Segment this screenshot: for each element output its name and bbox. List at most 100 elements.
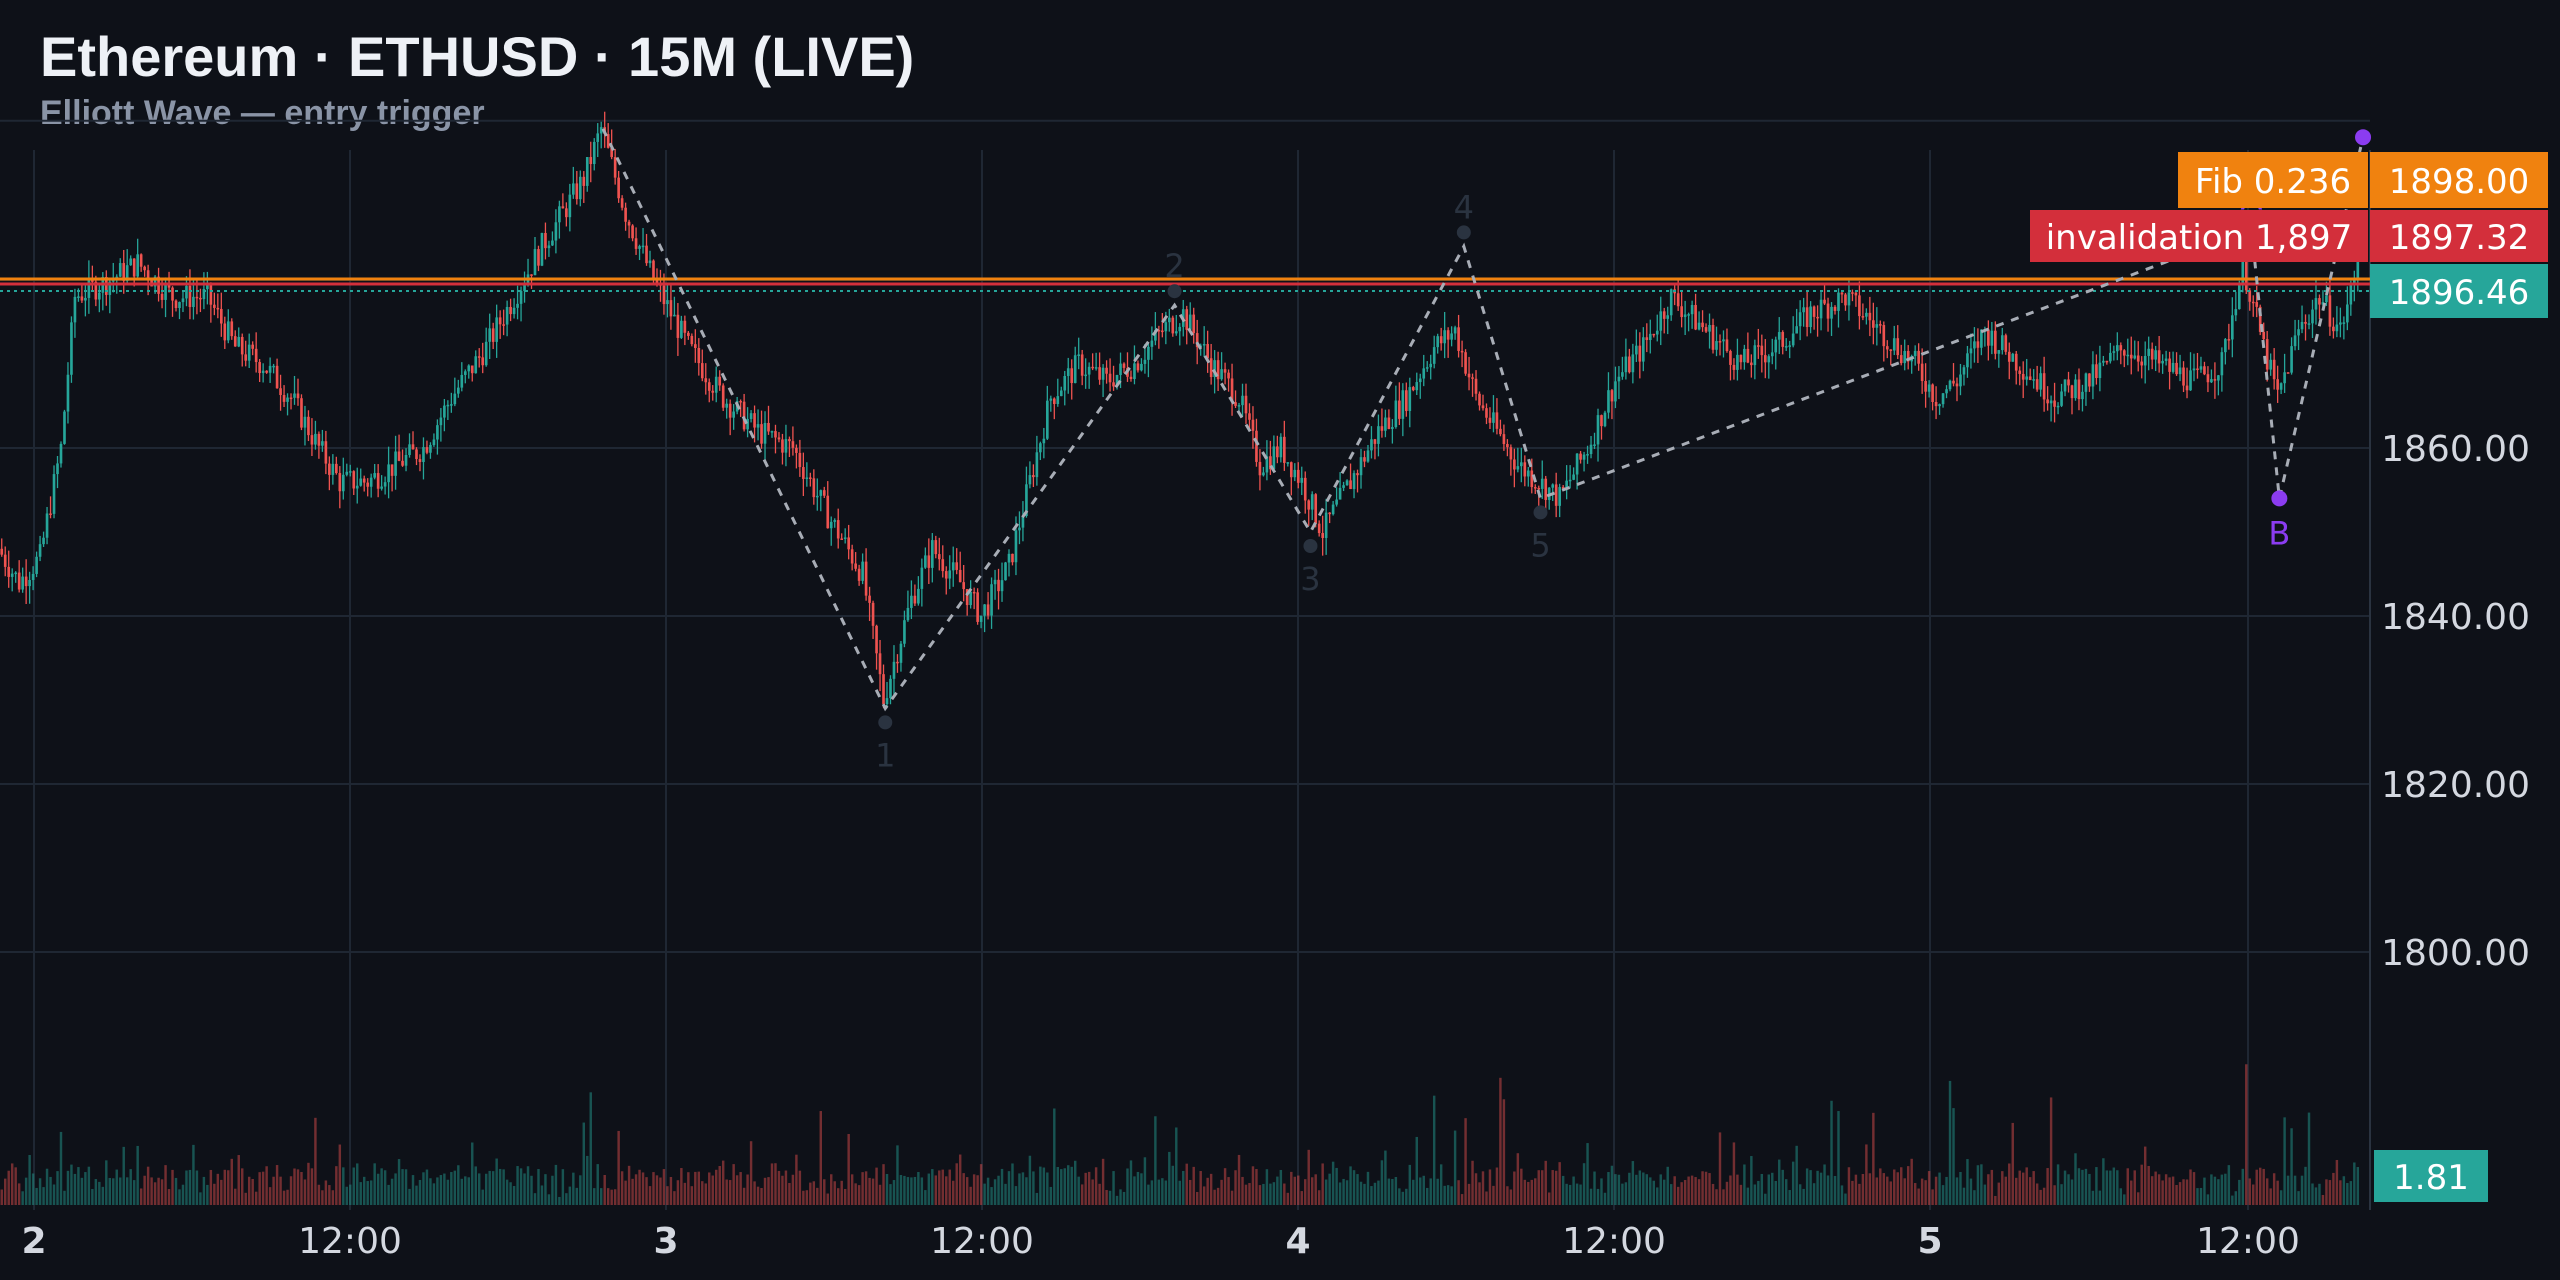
volume-bar [934, 1175, 938, 1205]
volume-bar [721, 1160, 725, 1205]
candle-down [216, 307, 220, 310]
candle-down [2136, 355, 2140, 362]
wave-point-marker [1303, 539, 1318, 553]
candle-up [1655, 330, 1659, 335]
wave-point-marker [878, 715, 893, 730]
candle-up [42, 537, 45, 545]
candle-up [345, 471, 349, 475]
candle-down [1781, 332, 1785, 347]
candle-down [1509, 447, 1513, 460]
candle-down [146, 270, 150, 281]
volume-bar [983, 1183, 986, 1205]
candle-up [77, 296, 80, 298]
candle-up [1084, 374, 1087, 377]
volume-bar [481, 1189, 484, 1205]
candle-down [2007, 351, 2011, 362]
volume-bar [429, 1178, 432, 1205]
candle-up [1798, 312, 1802, 327]
candle-down [565, 208, 568, 218]
volume-bar [491, 1171, 495, 1205]
volume-bar [1359, 1181, 1363, 1205]
candle-up [1669, 289, 1673, 316]
candle-down [1858, 295, 1861, 317]
volume-bar [976, 1175, 979, 1205]
volume-bar [1586, 1143, 1589, 1205]
candle-down [1356, 473, 1359, 476]
candle-up [843, 537, 847, 540]
volume-bar [2328, 1180, 2332, 1205]
volume-bar [376, 1173, 380, 1205]
candle-down [502, 324, 505, 326]
volume-bar [1582, 1163, 1586, 1205]
volume-bar [261, 1171, 265, 1205]
candle-up [2314, 298, 2318, 310]
volume-bar [1324, 1179, 1328, 1205]
candle-down [795, 447, 798, 453]
volume-bar [467, 1177, 470, 1205]
candle-down [376, 473, 380, 489]
candle-up [2352, 277, 2356, 285]
volume-bar [1858, 1183, 1861, 1205]
candle-up [1140, 363, 1143, 371]
volume-bar [1676, 1186, 1680, 1205]
volume-bar [2245, 1064, 2248, 1205]
candle-up [993, 579, 997, 585]
volume-bar [2234, 1191, 2238, 1205]
candle-up [1063, 375, 1067, 391]
candle-down [425, 447, 429, 453]
candle-down [847, 537, 850, 550]
volume-bar [2342, 1176, 2346, 1205]
candle-down [1269, 456, 1272, 470]
volume-bar [227, 1170, 230, 1205]
volume-bar [2140, 1164, 2143, 1205]
volume-bar [1565, 1183, 1568, 1205]
volume-bar [390, 1178, 394, 1205]
candle-up [1237, 405, 1241, 407]
volume-bar [1073, 1160, 1077, 1205]
candle-down [1478, 393, 1481, 406]
volume-bar [1481, 1171, 1485, 1205]
volume-bar [1642, 1172, 1645, 1205]
volume-bar [366, 1181, 369, 1205]
candle-up [1715, 341, 1718, 350]
volume-bar [1718, 1132, 1722, 1205]
volume-bar [1053, 1108, 1056, 1205]
candle-up [359, 478, 363, 486]
volume-bar [2213, 1176, 2217, 1205]
volume-bar [373, 1163, 376, 1205]
volume-bar [1882, 1173, 1886, 1205]
candle-up [558, 206, 561, 223]
volume-bar [1624, 1182, 1628, 1205]
candle-up [28, 579, 31, 587]
candle-up [1004, 562, 1007, 581]
candle-down [24, 576, 28, 587]
candle-up [1443, 330, 1446, 344]
volume-bar [49, 1176, 52, 1205]
candle-down [279, 388, 282, 396]
volume-bar [1893, 1169, 1896, 1205]
candle-up [272, 365, 275, 368]
volume-bar [572, 1172, 575, 1205]
volume-bar [1743, 1164, 1746, 1205]
candle-up [1648, 333, 1652, 341]
candle-down [850, 549, 854, 564]
candle-up [463, 371, 467, 375]
volume-bar [1506, 1186, 1509, 1205]
candle-up [784, 439, 788, 453]
volume-bar [882, 1164, 885, 1205]
volume-bar [1802, 1188, 1805, 1205]
volume-bar [812, 1181, 816, 1205]
wave-path-line [601, 128, 2365, 712]
candle-up [2234, 309, 2238, 316]
volume-bar [2168, 1177, 2171, 1205]
volume-bar [1778, 1159, 1781, 1205]
candle-up [917, 588, 920, 604]
volume-bar [21, 1191, 24, 1205]
candle-down [2276, 379, 2279, 390]
volume-bar [1453, 1130, 1457, 1205]
candle-up [1115, 374, 1119, 387]
volume-bar [1276, 1176, 1279, 1205]
volume-bar [620, 1171, 624, 1205]
volume-bar [805, 1190, 809, 1205]
